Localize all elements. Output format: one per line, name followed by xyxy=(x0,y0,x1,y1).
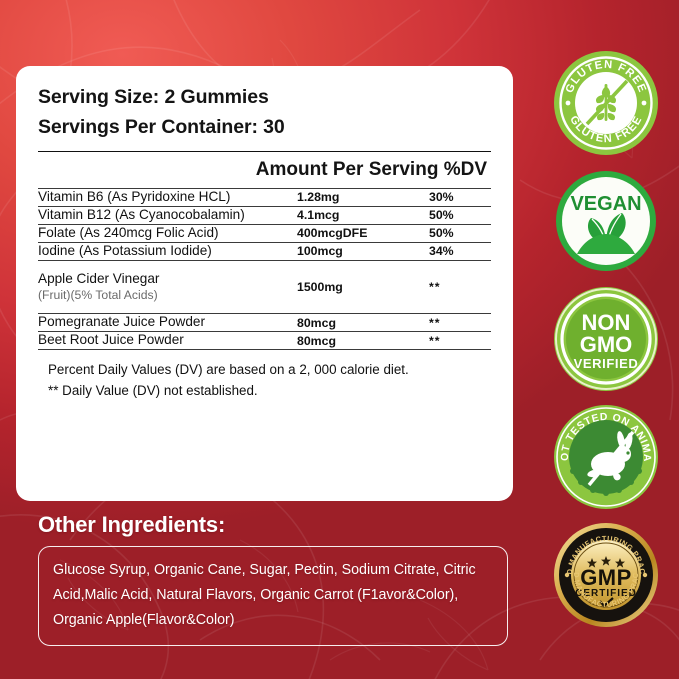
nutrient-subtext: (Fruit)(5% Total Acids) xyxy=(38,287,158,302)
table-row: Iodine (As Potassium Iodide) 100mcg 34% xyxy=(38,241,491,261)
nutrient-name-cell: Vitamin B6 (As Pyridoxine HCL) xyxy=(38,188,297,207)
nutrient-name: Vitamin B6 (As Pyridoxine HCL) xyxy=(38,189,231,204)
vegan-badge: VEGAN xyxy=(556,171,656,271)
serving-size-line: Serving Size: 2 Gummies xyxy=(38,86,269,108)
nutrient-name: Vitamin B12 (As Cyanocobalamin) xyxy=(38,206,245,222)
table-row: Apple Cider Vinegar (Fruit)(5% Total Aci… xyxy=(38,259,491,314)
nutrient-name-cell: Pomegranate Juice Powder xyxy=(38,313,297,332)
certification-badges: GLUTEN FREE GLUTEN FREE VEGAN NON GMO VE… xyxy=(545,48,667,630)
not-tested-on-animal-badge: NOT TESTED ON ANIMAL xyxy=(551,402,658,509)
gmp-line2: CERTIFIED xyxy=(575,588,637,599)
servings-per-container-line: Servings Per Container: 30 xyxy=(38,116,285,138)
nutrient-amount: 1.28mg xyxy=(297,188,429,207)
nutrient-dv: ** xyxy=(429,259,491,314)
footnote-daily-values: Percent Daily Values (DV) are based on a… xyxy=(48,362,409,378)
gmp-certified-badge: GMP CERTIFIED GOOD MANUFACTURING PRACTIC… xyxy=(551,520,658,627)
nutrient-dv: ** xyxy=(429,331,491,350)
nutrient-amount: 400mcgDFE xyxy=(297,223,429,243)
non-gmo-line3: VERIFIED xyxy=(574,356,639,371)
gmp-stars xyxy=(587,556,625,568)
table-row: Folate (As 240mcg Folic Acid) 400mcgDFE … xyxy=(38,223,491,243)
nutrient-name-cell: Folate (As 240mcg Folic Acid) xyxy=(38,223,297,243)
vegan-label: VEGAN xyxy=(570,193,641,215)
table-row: Beet Root Juice Powder 80mcg ** xyxy=(38,331,491,350)
nutrient-amount: 80mcg xyxy=(297,331,429,350)
table-row: Vitamin B6 (As Pyridoxine HCL) 1.28mg 30… xyxy=(38,188,491,207)
leaves-icon xyxy=(577,213,635,254)
footnote-dv-not-established: ** Daily Value (DV) not established. xyxy=(48,383,258,399)
nutrient-name: Apple Cider Vinegar xyxy=(38,270,160,286)
other-ingredients-section: Other Ingredients: Glucose Syrup, Organi… xyxy=(38,512,508,646)
nutrient-name: Folate (As 240mcg Folic Acid) xyxy=(38,224,219,240)
nutrient-name-cell: Apple Cider Vinegar (Fruit)(5% Total Aci… xyxy=(38,259,297,314)
nutrient-name-cell: Iodine (As Potassium Iodide) xyxy=(38,241,297,261)
nutrient-dv: ** xyxy=(429,313,491,332)
gluten-free-badge: GLUTEN FREE GLUTEN FREE xyxy=(554,51,658,155)
nutrient-amount: 80mcg xyxy=(297,313,429,332)
non-gmo-line1: NON xyxy=(582,310,631,335)
non-gmo-badge: NON GMO VERIFIED xyxy=(554,287,658,391)
nutrient-name: Pomegranate Juice Powder xyxy=(38,314,205,330)
table-row: Vitamin B12 (As Cyanocobalamin) 4.1mcg 5… xyxy=(38,205,491,225)
other-ingredients-box: Glucose Syrup, Organic Cane, Sugar, Pect… xyxy=(38,546,508,646)
other-ingredients-title: Other Ingredients: xyxy=(38,512,226,537)
supplement-facts-card: Serving Size: 2 Gummies Servings Per Con… xyxy=(16,66,513,501)
nutrient-dv: 50% xyxy=(429,205,491,225)
nutrient-amount: 4.1mcg xyxy=(297,205,429,225)
nutrient-dv: 30% xyxy=(429,188,491,207)
amount-per-serving-header: Amount Per Serving %DV xyxy=(255,159,487,180)
non-gmo-line2: GMO xyxy=(580,332,633,357)
nutrient-amount: 1500mg xyxy=(297,259,429,314)
nutrient-name-cell: Beet Root Juice Powder xyxy=(38,331,297,350)
footnotes: Percent Daily Values (DV) are based on a… xyxy=(38,349,491,401)
divider-top xyxy=(38,151,491,152)
nutrient-name: Iodine (As Potassium Iodide) xyxy=(38,242,212,258)
gmp-line1: GMP xyxy=(580,565,632,590)
nutrient-table: Vitamin B6 (As Pyridoxine HCL) 1.28mg 30… xyxy=(38,188,491,350)
nutrient-amount: 100mcg xyxy=(297,241,429,261)
other-ingredients-text: Glucose Syrup, Organic Cane, Sugar, Pect… xyxy=(53,562,476,628)
nutrient-name-cell: Vitamin B12 (As Cyanocobalamin) xyxy=(38,205,297,225)
check-icon xyxy=(599,597,614,608)
nutrient-dv: 34% xyxy=(429,241,491,261)
nutrient-name: Beet Root Juice Powder xyxy=(38,332,184,348)
table-row: Pomegranate Juice Powder 80mcg ** xyxy=(38,313,491,332)
nutrient-dv: 50% xyxy=(429,223,491,243)
